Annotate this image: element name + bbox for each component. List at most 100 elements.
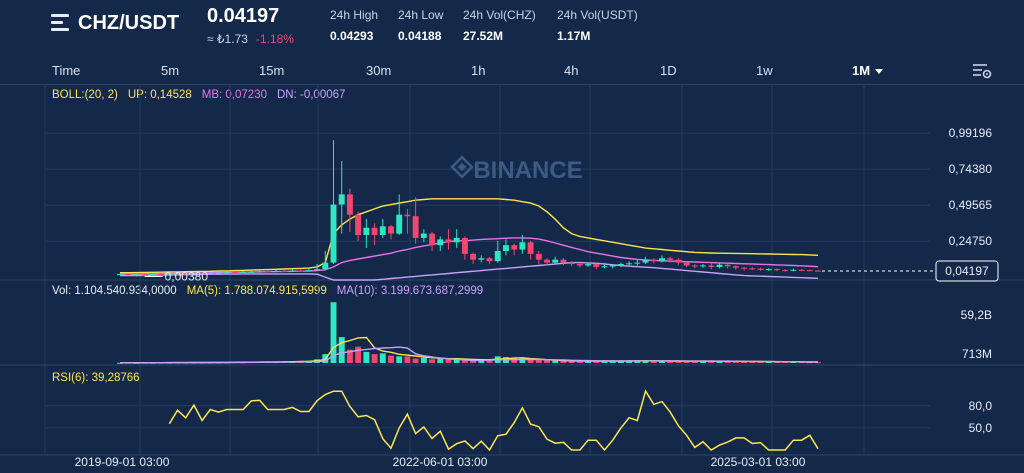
candle — [182, 272, 189, 275]
tab-5m[interactable]: 5m — [161, 63, 180, 78]
candle-body — [445, 239, 452, 243]
stat-label: 24h Low — [398, 8, 444, 22]
x-date-label: 2022-06-01 03:00 — [393, 455, 488, 469]
candle-body — [379, 226, 386, 236]
candle-body — [552, 259, 559, 263]
vol-ma5-line — [119, 336, 818, 364]
candle-body — [388, 226, 394, 234]
candle-body — [741, 267, 748, 269]
candle-body — [675, 259, 682, 263]
candle-body — [560, 259, 567, 263]
candle-body — [461, 237, 468, 254]
volume-bar — [560, 360, 567, 363]
rsi-legend: RSI(6): 39,28766 — [52, 372, 150, 384]
tab-1m-active[interactable]: 1M — [852, 63, 884, 78]
candle — [149, 273, 156, 276]
volume-bar — [634, 360, 641, 363]
volume-bar — [544, 360, 550, 363]
candle — [683, 261, 690, 267]
candle — [535, 250, 542, 265]
menu-icon[interactable] — [51, 14, 69, 32]
volume-bar — [609, 360, 616, 363]
candle — [388, 224, 394, 240]
volume-bar — [659, 361, 665, 363]
candle-body — [281, 271, 288, 273]
change-percent: -1.18% — [255, 32, 294, 46]
candle — [346, 188, 353, 233]
candle-body — [371, 227, 378, 236]
candle — [322, 250, 329, 270]
candle — [675, 258, 682, 265]
volume-bar — [732, 361, 739, 363]
candle-body — [544, 259, 550, 263]
vol-value: Vol: 1.104.540.934,0000 — [52, 285, 177, 297]
trading-pair[interactable]: CHZ/USDT — [78, 12, 180, 34]
volume-bar — [617, 360, 624, 363]
y-tick-label: 0,24750 — [949, 234, 993, 248]
volume-bar — [782, 361, 789, 363]
candle-body — [617, 264, 624, 266]
candle — [790, 268, 797, 272]
candle — [806, 269, 813, 272]
candle-body — [634, 262, 641, 264]
volume-bar — [675, 361, 682, 363]
volume-tick-label: 59,2B — [961, 308, 992, 322]
candle-body — [790, 269, 797, 271]
candle — [716, 262, 723, 269]
tab-time[interactable]: Time — [52, 63, 81, 78]
volume-bar — [683, 361, 690, 363]
candle — [355, 211, 362, 241]
candle — [199, 272, 206, 275]
current-price-label: 0,04197 — [945, 264, 989, 278]
volume-bar — [576, 361, 583, 363]
current-price-badge — [935, 260, 999, 282]
tab-1d[interactable]: 1D — [660, 63, 677, 78]
stat-24h-vol-quote: 24h Vol(USDT) 1.17M — [557, 8, 638, 43]
candle — [773, 268, 780, 272]
candle — [486, 256, 493, 265]
tab-1w[interactable]: 1w — [756, 63, 773, 78]
candle-body — [765, 269, 772, 271]
watermark-text: BINANCE — [473, 157, 582, 184]
tab-4h[interactable]: 4h — [564, 63, 579, 78]
candle — [650, 258, 657, 264]
candle — [659, 255, 665, 263]
candle-body — [601, 266, 608, 268]
candle-body — [338, 194, 345, 205]
candle — [568, 261, 575, 267]
tab-30m[interactable]: 30m — [366, 63, 392, 78]
candle-body — [806, 270, 813, 272]
candle — [207, 272, 214, 275]
candle-body — [486, 258, 493, 262]
boll-up-value: UP: 0,14528 — [127, 89, 192, 101]
candle-body — [626, 263, 633, 265]
candle — [396, 194, 403, 236]
chart-settings-icon[interactable] — [972, 63, 992, 79]
volume-bar — [700, 360, 706, 363]
candle — [511, 243, 518, 256]
volume-bar — [330, 302, 337, 363]
stat-label: 24h High — [330, 8, 379, 22]
volume-bar — [371, 354, 378, 363]
candle — [494, 240, 501, 263]
candle-body — [815, 270, 821, 272]
candle-body — [215, 272, 222, 274]
candle-body — [494, 250, 501, 262]
stat-24h-vol-base: 24h Vol(CHZ) 27.52M — [463, 8, 536, 43]
boll-mb-line — [120, 237, 819, 275]
candle-body — [346, 194, 353, 215]
candle-body — [149, 273, 156, 276]
stat-label: 24h Vol(CHZ) — [463, 8, 536, 22]
stat-value: 0.04293 — [330, 29, 374, 43]
candle-body — [576, 264, 583, 266]
stat-value: 0.04188 — [398, 29, 442, 43]
candle — [609, 264, 616, 269]
volume-bar — [716, 361, 723, 363]
tab-15m[interactable]: 15m — [259, 63, 285, 78]
candle-body — [691, 265, 698, 267]
x-date-label: 2019-09-01 03:00 — [75, 455, 170, 469]
tab-1h[interactable]: 1h — [471, 63, 486, 78]
volume-bar — [552, 360, 559, 363]
candle-body — [363, 227, 370, 236]
